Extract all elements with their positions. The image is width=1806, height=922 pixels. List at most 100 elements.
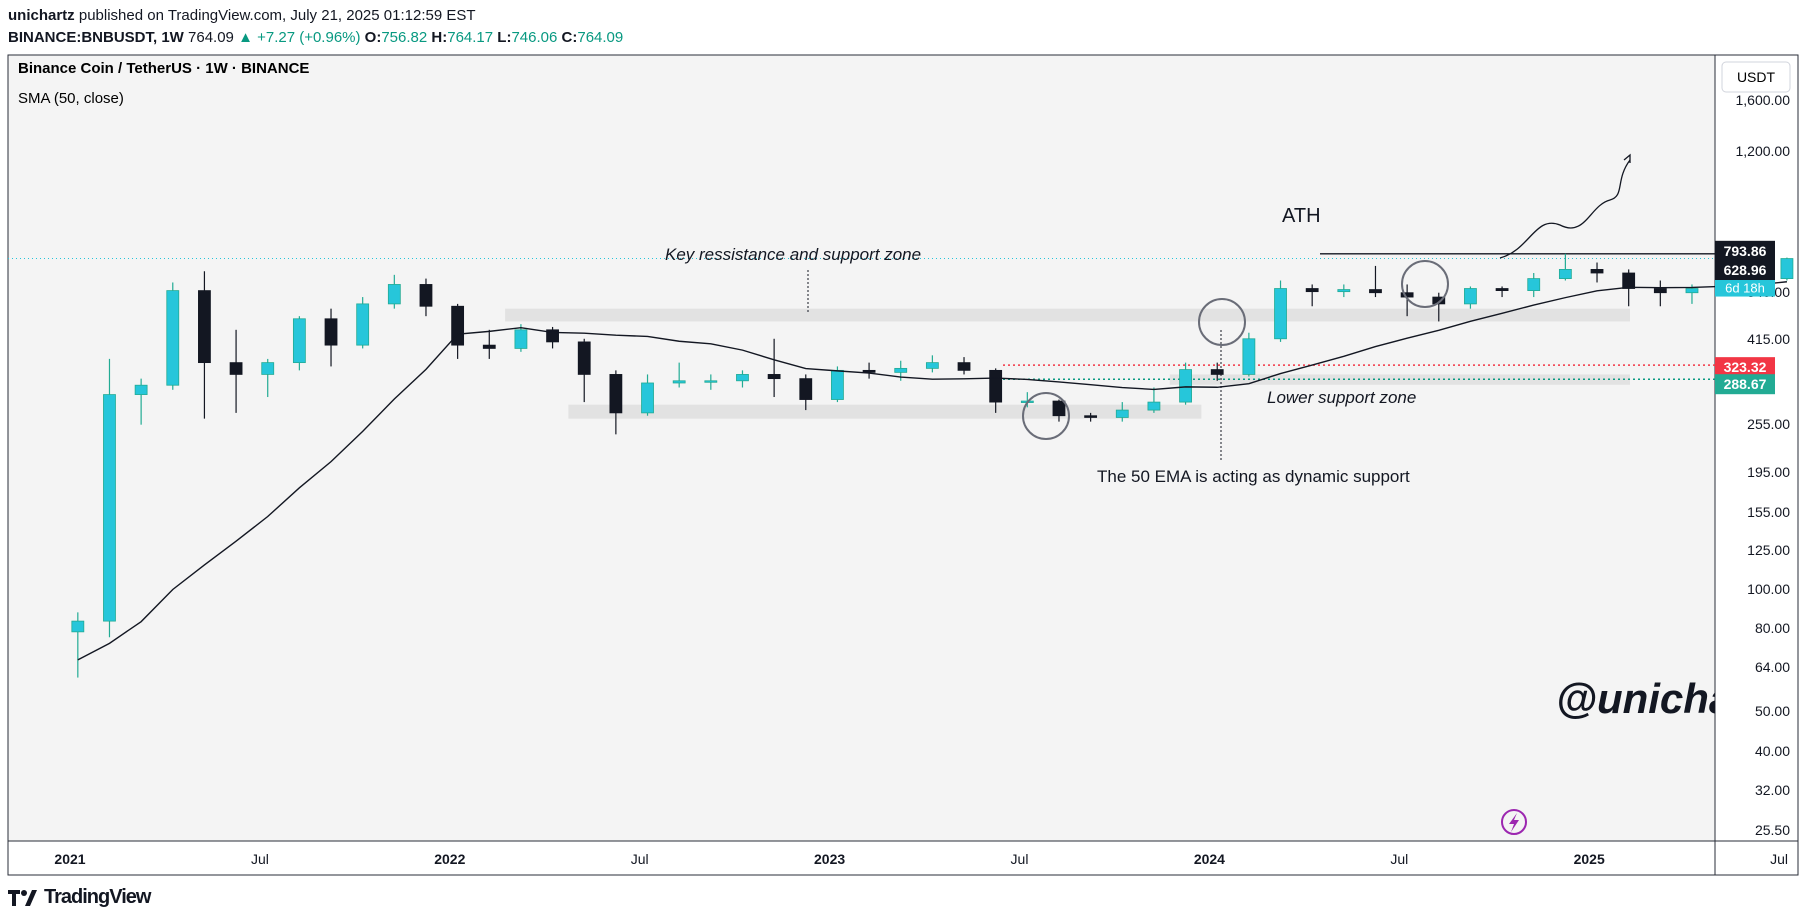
candle-body [387,284,401,305]
x-tick-label: 2024 [1194,851,1225,867]
candle[interactable] [103,358,116,638]
candle-body [292,318,306,364]
candle[interactable] [134,378,148,425]
candle[interactable] [198,271,211,419]
candle-body [1210,369,1224,375]
interval: 1W [161,29,184,46]
x-tick-label: Jul [1011,851,1029,867]
candle[interactable] [672,362,686,388]
candle-body [514,329,528,349]
footer-brand[interactable]: TradingView [8,886,151,909]
candle[interactable] [1115,402,1129,422]
lightning-icon[interactable] [1501,809,1527,835]
legend-title: Binance Coin / TetherUS · 1W · BINANCE [18,60,309,77]
highlight-circle [1401,260,1449,308]
price-label-red: 323.32 [1715,357,1775,378]
low-label: L: [497,29,512,46]
key-zone [505,308,1631,322]
author-name[interactable]: unichartz [8,7,75,24]
candle[interactable] [1305,284,1319,307]
candle[interactable] [1780,257,1794,281]
candle[interactable] [1084,412,1098,422]
candle[interactable] [514,324,528,352]
y-tick-label: 64.00 [1755,659,1790,675]
candle[interactable] [1210,362,1224,381]
currency-label: USDT [1737,69,1776,85]
high-value: 764.17 [447,29,494,46]
candle[interactable] [261,358,275,398]
candle[interactable] [925,355,939,373]
candle[interactable] [1179,362,1192,405]
candle[interactable] [166,282,180,390]
candle-body [103,394,116,622]
candle[interactable] [831,366,844,403]
candle[interactable] [736,370,749,388]
candle[interactable] [1464,286,1477,309]
candle-body [71,620,85,633]
open-label: O: [364,29,382,46]
projection-path [1499,159,1631,259]
candle[interactable] [1242,332,1256,377]
candle[interactable] [609,370,623,435]
candle[interactable] [577,338,591,403]
candle[interactable] [482,329,496,359]
plot-background [8,55,1715,841]
candle[interactable] [1653,280,1667,307]
candle[interactable] [641,374,654,416]
candle-body [736,374,749,382]
candle-body [1558,269,1572,279]
candle[interactable] [1495,286,1509,298]
candle[interactable] [1369,265,1382,298]
price-label-value: 288.67 [1724,376,1767,392]
currency-button[interactable] [1721,61,1791,93]
candle-body [925,362,939,369]
high-label: H: [431,29,448,46]
ema-annotation: The 50 EMA is acting as dynamic support [1097,467,1410,486]
candle-body [451,305,465,346]
candle[interactable] [1527,273,1541,298]
candle[interactable] [387,274,401,309]
candle[interactable] [356,297,370,349]
candle[interactable] [451,303,465,359]
candle-body [577,341,591,375]
candle[interactable] [71,612,85,678]
candle[interactable] [1590,262,1604,283]
y-tick-label: 50.00 [1755,703,1790,719]
candle[interactable] [799,374,813,411]
candle[interactable] [1337,284,1351,298]
candle[interactable] [1274,280,1287,342]
publish-info: unichartz published on TradingView.com, … [8,7,476,24]
candle[interactable] [324,308,338,367]
candle[interactable] [957,357,971,375]
candle[interactable] [767,338,781,398]
tradingview-wordmark: TradingView [44,886,151,908]
candle[interactable] [1558,253,1572,281]
candle[interactable] [704,374,718,390]
lower-zone-annotation: Lower support zone [1267,388,1416,407]
candle-body [1369,289,1382,294]
candle[interactable] [1432,292,1446,322]
candle-body [641,382,654,414]
candle[interactable] [1147,387,1161,413]
candle[interactable] [229,329,243,413]
candle-body [1305,288,1319,293]
x-tick-label: 2022 [434,851,465,867]
candle[interactable] [419,278,433,317]
candle-body [1653,288,1667,294]
candle[interactable] [292,316,306,371]
candle[interactable] [1052,399,1066,422]
legend-indicator[interactable]: SMA (50, close) [18,90,124,107]
candle-body [831,369,844,400]
candle-body [1179,369,1192,403]
y-tick-label: 40.00 [1755,743,1790,759]
price-label-bg [1715,260,1775,280]
candle-body [1622,272,1636,289]
sma-line[interactable] [77,281,1787,661]
candle-body [229,362,243,375]
price-label-green: 288.67 [1715,374,1775,395]
candle-body [356,303,370,346]
candle-body [672,380,686,384]
candle-body [799,378,813,400]
candle-body [1147,401,1161,411]
